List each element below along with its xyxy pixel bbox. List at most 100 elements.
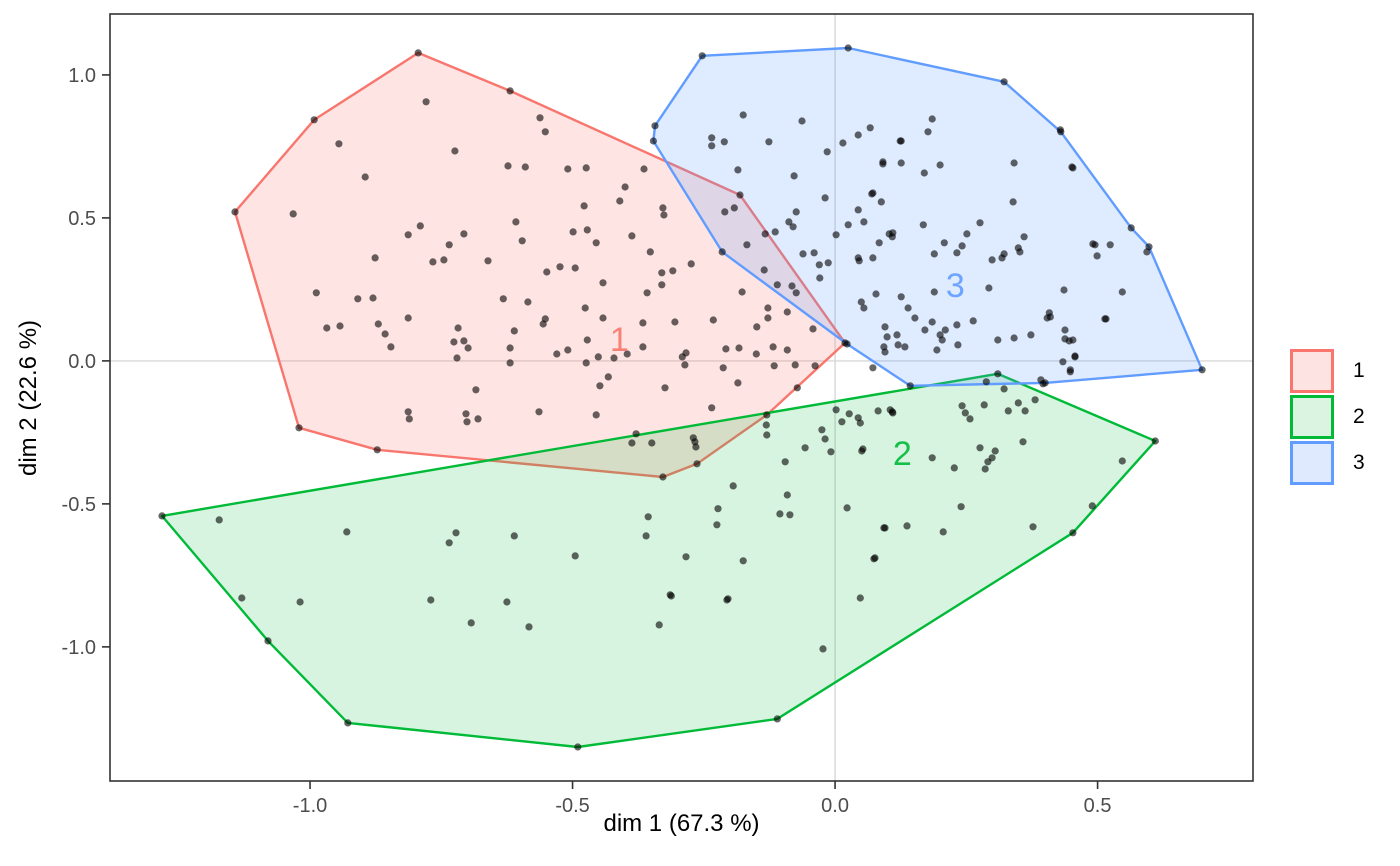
data-point-cluster-1: [783, 346, 791, 354]
data-point-cluster-3: [1106, 241, 1114, 249]
data-point-cluster-2: [928, 454, 936, 462]
data-point-cluster-3: [649, 137, 658, 145]
data-point-cluster-3: [877, 198, 885, 206]
data-point-cluster-3: [739, 111, 747, 119]
data-point-cluster-3: [930, 288, 938, 296]
data-point-cluster-1: [453, 354, 461, 362]
data-point-cluster-3: [896, 137, 904, 145]
data-point-cluster-3: [953, 321, 961, 329]
y-axis-title: dim 2 (22.6 %): [15, 319, 42, 477]
data-point-cluster-3: [1039, 380, 1047, 388]
data-point-cluster-3: [1010, 334, 1018, 342]
data-point-cluster-3: [893, 331, 901, 339]
data-point-cluster-2: [889, 409, 897, 417]
data-point-cluster-1: [811, 362, 819, 370]
data-point-cluster-1: [628, 439, 636, 447]
data-point-cluster-2: [874, 407, 882, 415]
data-point-cluster-3: [844, 44, 852, 52]
data-point-cluster-2: [739, 557, 747, 565]
data-point-cluster-2: [950, 464, 958, 472]
data-point-cluster-3: [857, 298, 865, 306]
data-point-cluster-1: [429, 258, 437, 266]
data-point-cluster-2: [818, 426, 826, 434]
data-point-cluster-1: [404, 408, 412, 416]
data-point-cluster-3: [1068, 163, 1076, 171]
data-point-cluster-1: [414, 49, 422, 57]
x-axis-tick-label: 0.5: [1084, 795, 1112, 817]
legend: 1 2 3: [1290, 349, 1365, 485]
data-point-cluster-2: [445, 539, 453, 547]
data-point-cluster-1: [770, 362, 778, 370]
data-point-cluster-1: [761, 230, 769, 238]
data-point-cluster-3: [901, 343, 909, 351]
data-point-cluster-3: [904, 304, 912, 312]
x-axis-tick-label: -1.0: [293, 795, 327, 817]
data-point-cluster-3: [921, 326, 929, 334]
data-point-cluster-1: [623, 350, 631, 358]
data-point-cluster-3: [869, 364, 877, 372]
data-point-cluster-1: [582, 359, 590, 367]
data-point-cluster-3: [1093, 252, 1101, 260]
data-point-cluster-2: [783, 491, 791, 499]
data-point-cluster-1: [462, 410, 470, 418]
data-point-cluster-3: [881, 348, 889, 356]
x-axis-tick-label: -0.5: [555, 795, 589, 817]
cluster-label-3: 3: [946, 267, 965, 305]
data-point-cluster-2: [980, 401, 988, 409]
data-point-cluster-3: [938, 336, 946, 344]
data-point-cluster-3: [906, 382, 914, 390]
data-point-cluster-2: [966, 415, 974, 423]
data-point-cluster-1: [791, 361, 799, 369]
data-point-cluster-1: [506, 87, 514, 95]
data-point-cluster-1: [354, 295, 362, 303]
data-point-cluster-1: [583, 336, 591, 344]
data-point-cluster-1: [310, 116, 318, 124]
data-point-cluster-3: [958, 242, 966, 250]
data-point-cluster-1: [369, 294, 377, 302]
data-point-cluster-2: [1014, 399, 1022, 407]
data-point-cluster-1: [628, 232, 636, 240]
data-point-cluster-3: [985, 284, 993, 292]
data-point-cluster-2: [525, 623, 533, 631]
data-point-cluster-1: [639, 343, 647, 351]
legend-swatch-cluster-2: [1290, 395, 1334, 439]
data-point-cluster-1: [371, 254, 379, 262]
data-point-cluster-1: [460, 230, 468, 238]
data-point-cluster-2: [843, 504, 851, 512]
data-point-cluster-2: [832, 406, 840, 414]
data-point-cluster-2: [773, 715, 781, 723]
data-point-cluster-1: [460, 337, 468, 345]
data-point-cluster-3: [920, 169, 928, 177]
data-point-cluster-1: [445, 241, 453, 249]
data-point-cluster-1: [599, 279, 607, 287]
data-point-cluster-1: [592, 239, 600, 247]
cluster-label-1: 1: [610, 321, 629, 359]
data-point-cluster-3: [855, 257, 863, 265]
data-point-cluster-1: [643, 289, 651, 297]
data-point-cluster-1: [472, 386, 480, 394]
data-point-cluster-1: [535, 408, 543, 416]
data-point-cluster-2: [571, 552, 579, 560]
data-point-cluster-3: [879, 160, 887, 168]
data-point-cluster-2: [903, 522, 911, 530]
data-point-cluster-2: [1118, 457, 1126, 465]
data-point-cluster-1: [753, 323, 761, 331]
data-point-cluster-3: [1000, 250, 1008, 258]
data-point-cluster-3: [1000, 78, 1008, 86]
data-point-cluster-1: [793, 384, 801, 392]
data-point-cluster-2: [1088, 502, 1096, 510]
data-point-cluster-1: [504, 162, 512, 170]
data-point-cluster-1: [569, 228, 577, 236]
data-point-cluster-1: [583, 226, 591, 234]
data-point-cluster-3: [883, 333, 891, 341]
legend-label-cluster-1: 1: [1353, 359, 1365, 382]
legend-item-cluster-3: 3: [1290, 441, 1365, 485]
data-point-cluster-2: [724, 595, 732, 603]
data-point-cluster-2: [666, 591, 674, 599]
data-point-cluster-2: [845, 410, 853, 418]
data-point-cluster-3: [928, 318, 936, 326]
data-point-cluster-1: [295, 424, 303, 432]
data-point-cluster-1: [681, 361, 689, 369]
x-axis-tick-label: 0.0: [821, 795, 849, 817]
